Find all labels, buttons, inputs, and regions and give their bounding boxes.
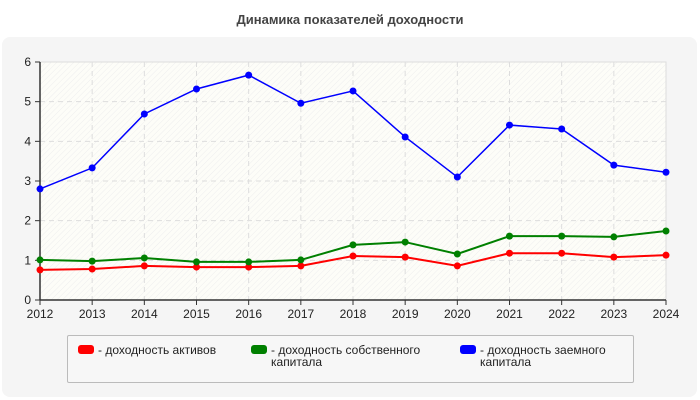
data-point [610,253,618,261]
data-point [140,262,148,270]
data-point [245,71,253,79]
data-point [610,233,618,241]
legend-label: - доходность активов [98,343,217,357]
data-point [401,253,409,261]
data-point [558,232,566,240]
data-point [297,262,305,270]
data-point [453,173,461,181]
x-tick-label: 2019 [392,307,419,321]
legend-item-debt: - доходность заемного капитала [460,344,630,368]
data-point [36,256,44,264]
y-tick-label: 5 [24,95,31,109]
data-point [297,256,305,264]
data-point [88,257,96,265]
y-tick-label: 1 [24,253,31,267]
data-point [506,232,513,240]
data-point [401,238,409,246]
data-point [245,263,253,271]
data-point [558,249,566,257]
x-tick-label: 2023 [600,307,627,321]
data-point [662,227,670,235]
data-point [349,252,357,260]
data-point [88,265,96,273]
x-tick-label: 2018 [340,307,367,321]
data-point [245,258,253,266]
x-tick-label: 2013 [79,307,106,321]
chart-title: Динамика показателей доходности [236,12,464,27]
data-point [193,258,200,266]
data-point [610,161,618,169]
data-point [453,262,461,270]
data-point [662,168,670,176]
data-point [401,133,409,141]
data-point [349,87,357,95]
x-tick-label: 2016 [235,307,262,321]
x-tick-label: 2014 [131,307,158,321]
y-tick-label: 2 [24,214,31,228]
legend-item-equity: - доходность собственного капитала [251,344,431,368]
x-tick-label: 2020 [444,307,471,321]
legend-swatch [460,345,476,354]
legend-item-assets: - доходность активов [78,344,216,356]
data-point [506,249,513,257]
data-point [193,263,200,271]
data-point [36,266,44,274]
legend-label: - доходность заемного капитала [480,343,606,369]
x-tick-label: 2015 [183,307,210,321]
x-tick-label: 2024 [653,307,680,321]
legend-swatch [251,345,267,354]
x-tick-label: 2022 [548,307,575,321]
legend: - доходность активов - доходность собств… [67,335,634,383]
x-tick-label: 2017 [287,307,314,321]
data-point [36,185,44,193]
data-point [349,241,357,249]
legend-swatch [78,345,94,354]
data-point [506,121,513,129]
data-point [140,254,148,262]
data-point [662,251,670,259]
data-point [453,250,461,258]
y-tick-label: 3 [24,174,31,188]
x-tick-label: 2021 [496,307,523,321]
y-tick-label: 0 [24,293,31,307]
data-point [88,164,96,172]
data-point [297,99,305,107]
data-point [193,85,200,93]
data-point [558,125,566,133]
legend-label: - доходность собственного капитала [271,343,421,369]
y-tick-label: 6 [24,55,31,69]
x-tick-label: 2012 [27,307,54,321]
data-point [140,110,148,118]
y-tick-label: 4 [24,134,31,148]
